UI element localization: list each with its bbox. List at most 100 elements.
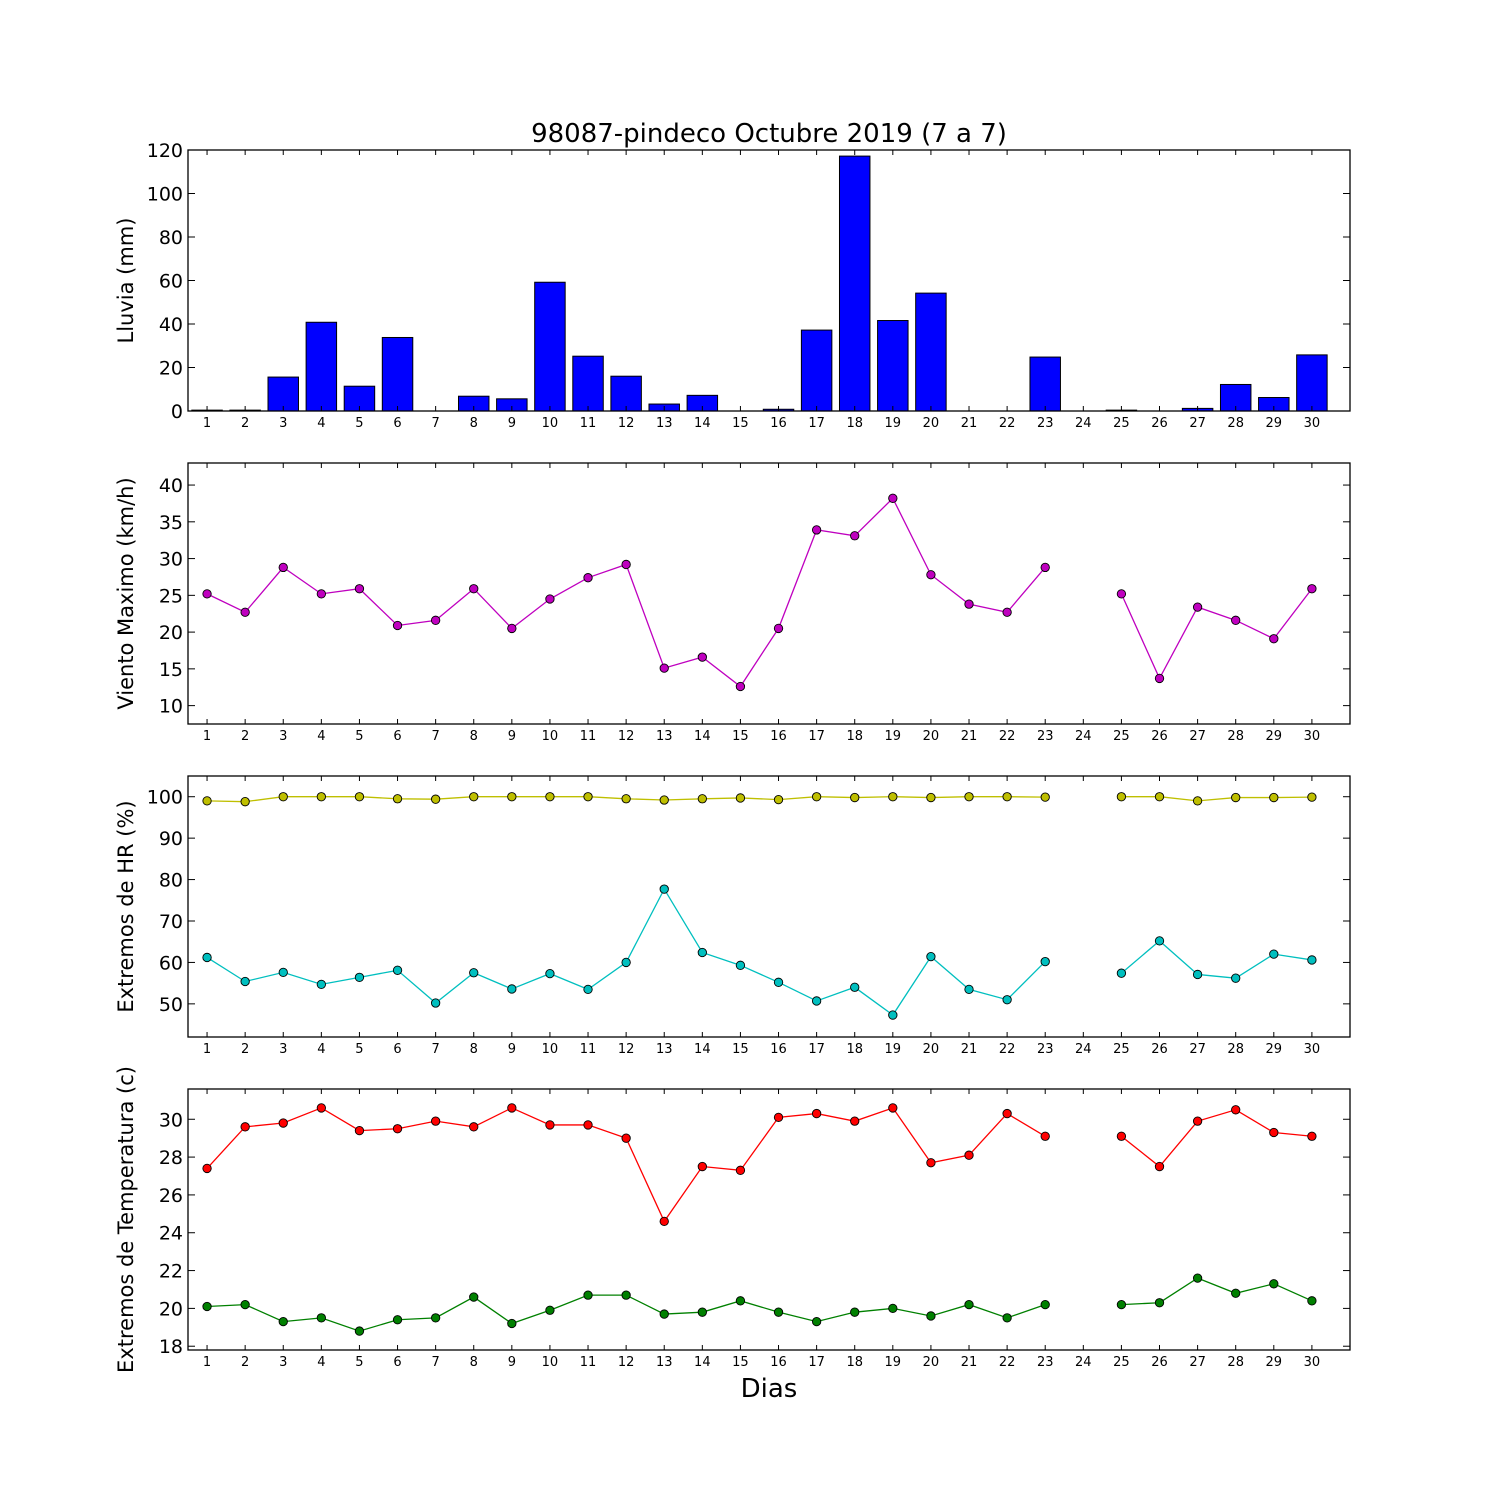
humidity-data-point (621, 794, 631, 804)
temperature-data-point (392, 1124, 403, 1134)
x-tick-label: 18 (846, 416, 863, 431)
temperature-data-point (1192, 1116, 1203, 1126)
y-tick-label: 20 (159, 622, 183, 644)
temperature-data-point (430, 1313, 441, 1323)
x-tick-label: 19 (885, 416, 902, 431)
x-tick-label: 30 (1304, 729, 1321, 744)
temperature-data-point (926, 1158, 936, 1168)
temperature-data-point (469, 1122, 479, 1132)
x-tick-label: 5 (355, 1042, 363, 1057)
humidity-data-point (773, 794, 784, 805)
x-tick-label: 18 (846, 1355, 863, 1370)
x-tick-label: 16 (770, 1355, 787, 1370)
temperature-data-point (202, 1301, 212, 1312)
x-tick-label: 20 (923, 1355, 940, 1370)
y-tick-label: 28 (159, 1147, 183, 1169)
x-tick-label: 15 (732, 729, 749, 744)
x-tick-label: 9 (508, 1355, 516, 1370)
y-tick-label: 26 (159, 1185, 183, 1207)
x-tick-label: 12 (618, 416, 635, 431)
rain-bar (877, 320, 909, 412)
x-tick-label: 1 (203, 1355, 211, 1370)
humidity-data-point (583, 792, 593, 802)
y-tick-label: 15 (159, 659, 183, 681)
x-tick-label: 16 (770, 1042, 787, 1057)
temperature-data-point (1040, 1299, 1050, 1310)
rain-bar (838, 155, 871, 412)
temperature-data-point (926, 1311, 936, 1321)
y-tick-label: 0 (171, 401, 183, 423)
wind-data-point (1307, 584, 1317, 594)
rain-bar (572, 355, 604, 412)
x-tick-label: 7 (431, 729, 439, 744)
wind-data-point (1269, 634, 1279, 644)
x-tick-label: 12 (618, 1042, 635, 1057)
x-tick-label: 19 (885, 1042, 902, 1057)
humidity-data-point (850, 982, 860, 992)
x-tick-label: 5 (355, 729, 363, 744)
x-tick-label: 20 (923, 729, 940, 744)
humidity-data-point (316, 979, 326, 990)
x-tick-label: 21 (961, 729, 978, 744)
x-tick-label: 17 (808, 1355, 825, 1370)
temperature-data-point (964, 1150, 974, 1160)
x-tick-label: 21 (961, 1355, 978, 1370)
x-tick-label: 28 (1227, 1042, 1244, 1057)
temperature-data-point (850, 1116, 860, 1126)
x-tick-label: 29 (1266, 1355, 1283, 1370)
x-tick-label: 29 (1266, 416, 1283, 431)
temperature-data-point (621, 1290, 631, 1300)
temperature-data-point (1231, 1288, 1241, 1298)
humidity-data-point (1154, 792, 1165, 802)
x-tick-label: 30 (1304, 1042, 1321, 1057)
y-tick-label: 35 (159, 512, 183, 534)
temperature-data-point (888, 1103, 898, 1113)
x-tick-label: 30 (1304, 1355, 1321, 1370)
humidity-data-point (354, 792, 365, 802)
temperature-data-point (240, 1299, 250, 1310)
x-tick-label: 26 (1151, 416, 1168, 431)
wind-data-point (1002, 607, 1012, 617)
x-tick-label: 20 (923, 1042, 940, 1057)
x-tick-label: 4 (317, 1042, 325, 1057)
x-tick-label: 26 (1151, 729, 1168, 744)
humidity-data-point (392, 965, 403, 975)
humidity-data-point (1002, 792, 1012, 802)
x-tick-label: 9 (508, 729, 516, 744)
temperature-data-point (621, 1133, 631, 1143)
humidity-data-point (583, 984, 593, 995)
humidity-y-axis-label: Extremos de HR (%) (114, 800, 138, 1012)
x-tick-label: 22 (999, 729, 1016, 744)
x-axis-label: Dias (741, 1374, 798, 1404)
x-tick-label: 28 (1227, 416, 1244, 431)
wind-data-point (430, 615, 441, 625)
y-tick-label: 80 (159, 870, 183, 892)
x-tick-label: 4 (317, 729, 325, 744)
x-tick-label: 6 (393, 1042, 401, 1057)
x-tick-label: 23 (1037, 416, 1054, 431)
temperature-data-point (1040, 1131, 1050, 1141)
temperature-data-point (469, 1292, 479, 1302)
temperature-data-point (316, 1313, 326, 1323)
x-tick-label: 11 (580, 1042, 597, 1057)
x-tick-label: 2 (241, 1355, 249, 1370)
x-tick-label: 4 (317, 416, 325, 431)
humidity-data-point (392, 794, 403, 804)
x-tick-label: 15 (732, 1042, 749, 1057)
wind-data-point (392, 620, 403, 631)
x-tick-label: 10 (542, 1355, 559, 1370)
y-tick-label: 30 (159, 1109, 183, 1131)
humidity-data-point (1040, 792, 1050, 802)
wind-data-point (354, 584, 365, 594)
x-tick-label: 3 (279, 416, 287, 431)
y-tick-label: 18 (159, 1336, 183, 1358)
x-tick-label: 8 (470, 729, 478, 744)
humidity-data-point (659, 795, 669, 805)
temperature-data-point (1269, 1279, 1279, 1289)
y-tick-label: 20 (159, 358, 183, 380)
wind-data-point (773, 623, 784, 634)
wind-axes-frame (187, 462, 1351, 725)
